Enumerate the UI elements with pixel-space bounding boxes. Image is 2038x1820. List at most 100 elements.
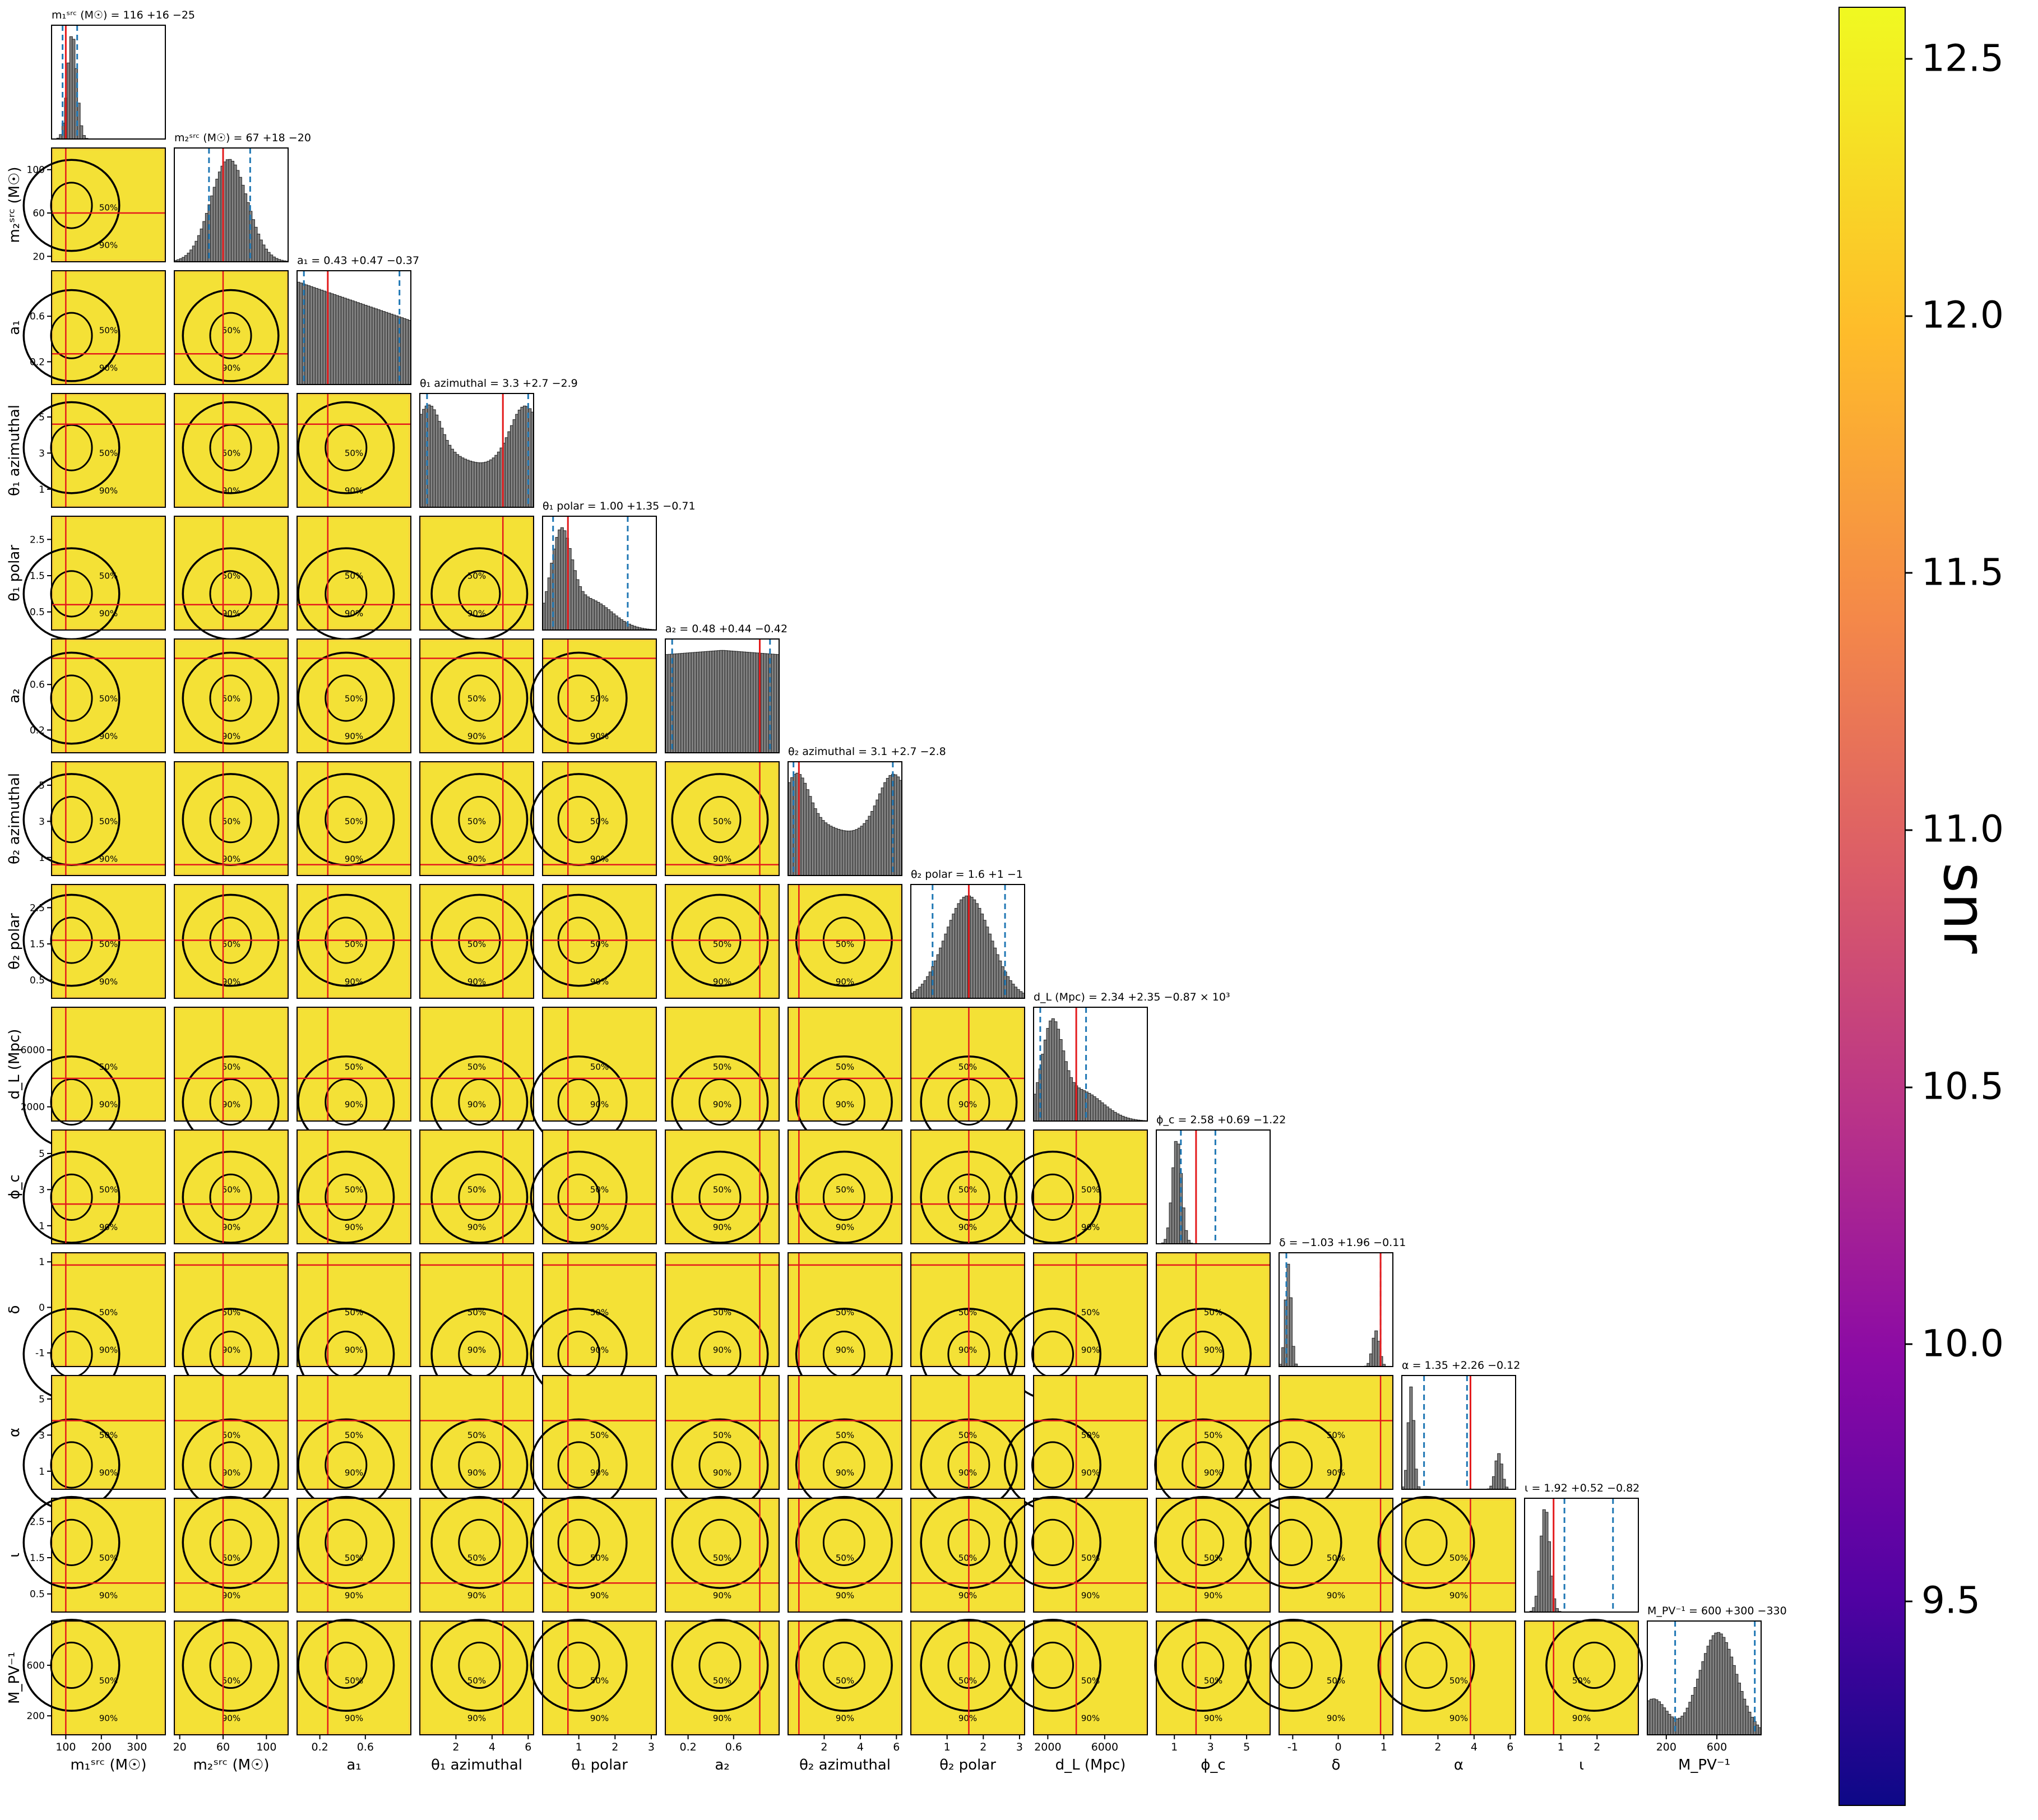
y-tick-label: 5: [39, 412, 45, 423]
x-tick-label: 5: [1243, 1741, 1250, 1753]
contour-label-90: 90%: [1081, 1591, 1100, 1601]
panel-th1a-th1p: 90% 50%: [419, 516, 534, 641]
panel-th1p-dL: 90% 50%: [530, 1007, 657, 1149]
y-tick-label: 1: [39, 1257, 45, 1268]
panel-th2p-iota: 90% 50%: [910, 1495, 1025, 1613]
x-tick-label: 4: [1471, 1741, 1477, 1753]
contour-label-90: 90%: [590, 1222, 609, 1233]
panel-frame: [542, 1129, 657, 1244]
contour-label-90: 90%: [836, 1222, 854, 1233]
panel-m2-dL: 90% 50%: [174, 1007, 289, 1149]
panel-a1-a2: 90% 50%: [297, 638, 411, 753]
contour-label-90: 90%: [590, 731, 609, 742]
contour-50: [209, 424, 252, 471]
contour-90: [22, 159, 121, 252]
contour-label-50: 50%: [222, 1062, 240, 1072]
panel-m2-Mpv: 90% 50% 20 60 100 m₂ˢʳᶜ (M☉): [173, 1618, 289, 1773]
contour-label-50: 50%: [467, 1062, 486, 1072]
density-core: [422, 1009, 531, 1119]
contour-label-90: 90%: [713, 1468, 731, 1478]
density-core: [422, 518, 531, 628]
contour-label-50: 50%: [590, 1308, 609, 1318]
panel-frame: [1401, 1375, 1516, 1490]
panel-frame: [1279, 1498, 1393, 1613]
contour-label-90: 90%: [713, 1591, 731, 1601]
y-tick-label: 1.5: [30, 939, 45, 950]
contour-90: [1377, 1618, 1475, 1712]
x-tick-label: 1: [1171, 1741, 1178, 1753]
contour-90: [1377, 1495, 1475, 1589]
hist-panel-alpha: α = 1.35 +2.26 −0.12: [1401, 1359, 1520, 1490]
contour-label-50: 50%: [1204, 1308, 1222, 1318]
contour-label-50: 50%: [99, 1185, 118, 1195]
panel-th1a-th2p: 90% 50%: [419, 884, 534, 999]
contour-label-50: 50%: [590, 694, 609, 704]
panel-frame: [297, 1252, 411, 1367]
x-tick-label: 0.6: [725, 1741, 742, 1753]
contour-label-90: 90%: [1327, 1591, 1345, 1601]
panel-th2p-Mpv: 90% 50% 1 2 3 θ₂ polar: [910, 1618, 1025, 1773]
contour-label-50: 50%: [345, 1553, 363, 1563]
contour-label-50: 50%: [1204, 1676, 1222, 1686]
contour-label-50: 50%: [467, 939, 486, 950]
contour-label-50: 50%: [345, 1676, 363, 1686]
panel-frame: [51, 25, 166, 140]
panel-frame: [665, 1252, 780, 1367]
density-core: [545, 1132, 654, 1242]
panel-frame: [297, 884, 411, 999]
density-core: [299, 1009, 409, 1119]
density-core: [668, 1623, 777, 1733]
y-tick-label: 0.5: [30, 975, 45, 987]
contour-label-50: 50%: [1327, 1430, 1345, 1441]
panel-frame: [542, 516, 657, 631]
contour-90: [795, 1618, 893, 1712]
contour-label-90: 90%: [590, 1345, 609, 1355]
density-core: [790, 1378, 900, 1487]
density-core: [54, 764, 163, 873]
y-tick-label: 1: [39, 1466, 45, 1478]
panel-th1p-phic: 90% 50%: [530, 1129, 657, 1244]
contour-90: [430, 1618, 529, 1712]
contour-90: [297, 1495, 395, 1589]
panel-m1-alpha: 90% 50% 1 3 5 α: [6, 1375, 166, 1512]
colorbar-tick: 10.0: [1905, 1322, 2004, 1365]
x-tick-label: 600: [1707, 1741, 1727, 1753]
contour-90: [671, 1495, 769, 1589]
contour-label-90: 90%: [1081, 1714, 1100, 1724]
contour-50: [557, 1173, 600, 1221]
panel-a2-th2a: 90% 50%: [665, 761, 780, 876]
y-axis-label: ι: [6, 1553, 23, 1558]
contour-label-90: 90%: [1081, 1468, 1100, 1478]
contour-label-50: 50%: [836, 1553, 854, 1563]
contour-label-90: 90%: [99, 854, 118, 864]
panel-th1p-iota: 90% 50%: [530, 1495, 657, 1613]
density-core: [54, 396, 163, 505]
panel-frame: [174, 884, 289, 999]
contour-50: [458, 1441, 501, 1489]
contour-label-50: 50%: [467, 817, 486, 827]
contour-label-50: 50%: [467, 1185, 486, 1195]
panel-frame: [788, 1007, 902, 1122]
contour-label-50: 50%: [222, 1430, 240, 1441]
contour-90: [1154, 1618, 1252, 1712]
density-core: [668, 1009, 777, 1119]
panel-frame: [1524, 1498, 1639, 1613]
y-axis-label: δ: [6, 1305, 23, 1314]
contour-label-90: 90%: [222, 486, 240, 496]
panel-frame: [542, 884, 657, 999]
contour-50: [557, 1441, 600, 1489]
contour-label-90: 90%: [467, 977, 486, 987]
contour-50: [557, 796, 600, 844]
x-tick-label: 2000: [1034, 1741, 1061, 1753]
contour-label-90: 90%: [467, 854, 486, 864]
contour-label-90: 90%: [345, 1591, 363, 1601]
contour-label-50: 50%: [713, 1430, 731, 1441]
contour-label-90: 90%: [836, 1100, 854, 1110]
contour-label-90: 90%: [958, 1222, 977, 1233]
contour-50: [325, 796, 368, 844]
contour-90: [1003, 1618, 1102, 1712]
contour-label-90: 90%: [222, 1345, 240, 1355]
contour-90: [1545, 1618, 1643, 1712]
panel-th2a-iota: 90% 50%: [788, 1495, 902, 1613]
